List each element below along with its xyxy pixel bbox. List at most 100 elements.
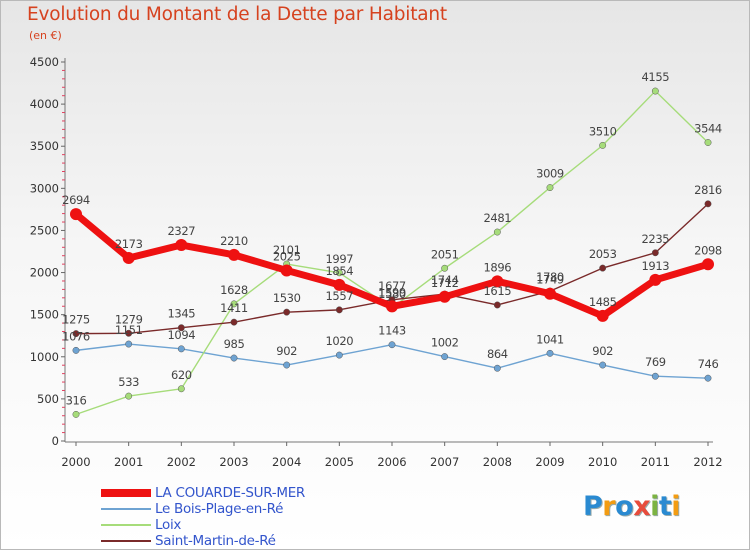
x-tick-label: 2003 xyxy=(219,455,248,469)
x-tick-label: 2001 xyxy=(114,455,143,469)
data-point xyxy=(333,278,346,291)
data-point xyxy=(651,249,659,257)
data-label: 1041 xyxy=(536,332,564,346)
data-point xyxy=(596,309,609,322)
data-label: 620 xyxy=(171,368,192,382)
data-label: 746 xyxy=(698,357,719,371)
data-label: 2327 xyxy=(167,224,195,238)
y-tick-label: 2500 xyxy=(30,223,59,237)
data-label: 1628 xyxy=(220,283,248,297)
legend-label: Le Bois-Plage-en-Ré xyxy=(155,501,284,517)
data-point xyxy=(72,330,80,338)
data-label: 2098 xyxy=(694,243,722,257)
y-tick-label: 3000 xyxy=(30,181,59,195)
data-label: 1997 xyxy=(325,252,353,266)
data-label: 1913 xyxy=(641,259,669,273)
data-label: 2025 xyxy=(273,249,301,263)
data-point xyxy=(544,287,556,300)
data-label: 1094 xyxy=(167,328,195,342)
data-point xyxy=(441,353,449,361)
data-point xyxy=(493,228,501,236)
data-label: 2210 xyxy=(220,234,248,248)
data-label: 4155 xyxy=(641,70,669,84)
data-label: 1485 xyxy=(589,295,617,309)
logo-letter: r xyxy=(602,491,616,522)
y-tick-label: 4500 xyxy=(30,55,59,69)
series-3 xyxy=(72,200,712,338)
data-label: 1896 xyxy=(483,260,511,274)
data-point xyxy=(651,372,659,380)
data-label: 3510 xyxy=(589,124,617,138)
data-label: 2173 xyxy=(115,237,143,251)
data-label: 1076 xyxy=(62,329,90,343)
y-tick-label: 3500 xyxy=(30,139,59,153)
data-point xyxy=(441,264,449,272)
x-tick-label: 2007 xyxy=(430,455,459,469)
data-point xyxy=(438,290,451,303)
data-point xyxy=(177,324,185,332)
chart-title: Evolution du Montant de la Dette par Hab… xyxy=(27,4,447,25)
data-point xyxy=(704,374,712,382)
data-label: 1599 xyxy=(378,285,406,299)
data-point xyxy=(122,251,135,264)
data-point xyxy=(177,385,185,393)
data-label: 1854 xyxy=(325,264,353,278)
legend-label: Saint-Martin-de-Ré xyxy=(155,533,276,549)
data-label: 902 xyxy=(276,344,297,358)
data-point xyxy=(386,300,398,313)
data-label: 1020 xyxy=(325,334,353,348)
x-tick-label: 2004 xyxy=(272,455,301,469)
logo-letter: o xyxy=(615,491,634,522)
data-point xyxy=(335,351,343,359)
x-tick-label: 2005 xyxy=(325,455,354,469)
data-point xyxy=(599,141,607,149)
data-point xyxy=(546,184,554,192)
data-point xyxy=(649,273,662,286)
data-point xyxy=(491,275,504,288)
data-label: 1411 xyxy=(220,301,248,315)
data-label: 864 xyxy=(487,347,508,361)
data-point xyxy=(125,329,133,337)
data-label: 1151 xyxy=(115,323,143,337)
data-point xyxy=(335,269,343,277)
data-labels: 1076 1151 1094 985 902 1020 1143 1002 864 1041 902… xyxy=(62,70,722,407)
data-label: 1557 xyxy=(325,289,353,303)
y-tick-label: 500 xyxy=(37,392,59,406)
x-tick-label: 2011 xyxy=(641,455,670,469)
logo-letter: x xyxy=(633,491,651,522)
x-tick-label: 2002 xyxy=(167,455,196,469)
legend-swatch xyxy=(101,524,151,526)
data-label: 2053 xyxy=(589,247,617,261)
data-label: 2694 xyxy=(62,193,90,207)
data-point xyxy=(651,87,659,95)
data-label: 1345 xyxy=(167,307,195,321)
data-point xyxy=(175,239,188,252)
series-1 xyxy=(72,340,712,382)
x-tick-label: 2000 xyxy=(61,455,90,469)
data-label: 1744 xyxy=(431,273,459,287)
data-label: 1615 xyxy=(483,284,511,298)
data-point xyxy=(230,354,238,362)
data-point xyxy=(388,341,396,349)
legend-label: LA COUARDE-SUR-MER xyxy=(155,485,306,501)
data-label: 1530 xyxy=(273,291,301,305)
series-0 xyxy=(70,208,714,322)
logo-letter: t xyxy=(658,491,672,522)
chart-unit-label: (en €) xyxy=(29,29,62,42)
data-label: 1580 xyxy=(378,287,406,301)
data-label: 1002 xyxy=(431,336,459,350)
axes: 0 500 1000 1500 2000 2500 3000 3500 4000 4500 2000… xyxy=(30,55,723,469)
y-tick-label: 0 xyxy=(52,434,59,448)
data-point xyxy=(702,258,714,271)
y-tick-label: 1000 xyxy=(30,350,59,364)
data-point xyxy=(704,139,712,146)
x-tick-label: 2008 xyxy=(483,455,512,469)
legend-swatch xyxy=(101,489,151,497)
data-label: 2101 xyxy=(273,243,301,257)
logo-letter: i xyxy=(671,491,681,522)
data-label: 3009 xyxy=(536,167,564,181)
y-tick-label: 1500 xyxy=(30,308,59,322)
data-point xyxy=(72,346,80,354)
